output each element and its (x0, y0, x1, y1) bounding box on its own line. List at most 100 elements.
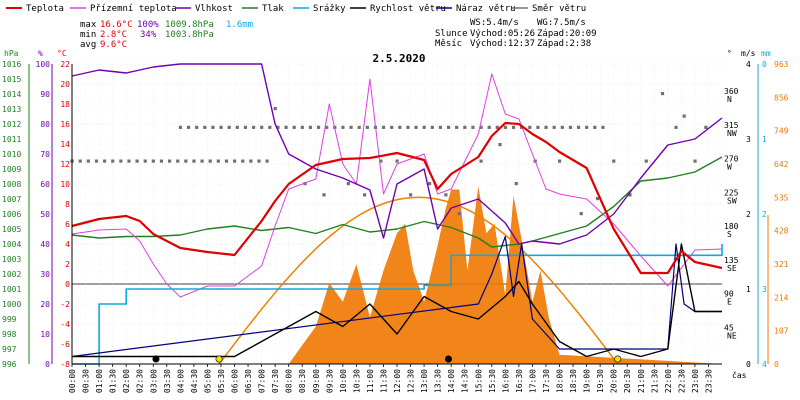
wind-direction-point (704, 125, 708, 129)
solar-tick-label: 642 (774, 160, 789, 169)
wind-direction-point (268, 125, 272, 129)
time-axis-label: čas (732, 370, 747, 380)
pressure-tick-label: 1011 (2, 135, 21, 144)
wind-direction-point (536, 125, 540, 129)
stats-min-temp: 2.8°C (100, 30, 127, 40)
x-tick-label: 14:30 (461, 369, 470, 393)
wind-direction-point (243, 125, 248, 129)
x-tick-label: 19:00 (583, 369, 592, 393)
solar-tick-label: 107 (774, 327, 789, 336)
solar-tick-label: 963 (774, 60, 789, 69)
x-tick-label: 11:30 (379, 369, 388, 393)
wind-direction-point (395, 159, 399, 163)
wind-direction-point (693, 159, 697, 163)
direction-tick-degrees: 270 (724, 155, 739, 164)
wind-direction-point (260, 125, 264, 129)
wind-direction-point (224, 159, 229, 163)
stats-avg-temp: 9.6°C (100, 40, 127, 50)
sun-label: Slunce (435, 29, 468, 39)
wind-direction-point (195, 125, 199, 129)
wind-direction-point (503, 125, 508, 129)
wind-direction-point (292, 125, 296, 129)
x-tick-label: 20:00 (610, 369, 619, 393)
wind-direction-point (103, 159, 107, 163)
wind-speed-tick-label: 3 (746, 135, 751, 144)
wind-direction-point (208, 159, 212, 163)
temperature-tick-label: 12 (60, 160, 70, 169)
temperature-tick-label: 14 (60, 140, 70, 149)
stats-min-press: 1003.8hPa (165, 30, 214, 40)
humidity-line (71, 63, 723, 245)
legend: Teplota Přízemní teplota Vlhkost Tlak Sr… (6, 4, 586, 14)
solar-tick-label: 0 (774, 360, 779, 369)
temperature-tick-label: 4 (65, 240, 70, 249)
series-lines (71, 63, 723, 365)
temperature-tick-label: 20 (60, 80, 70, 89)
pressure-tick-label: 1009 (2, 165, 21, 174)
wind-direction-point (498, 143, 502, 147)
legend-label-teplota: Teplota (26, 4, 64, 14)
legend-label-vlhkost: Vlhkost (195, 4, 233, 14)
stats-max-rain: 1.6mm (226, 20, 253, 30)
wind-direction-point (273, 107, 277, 111)
x-tick-label: 01:30 (109, 369, 118, 393)
x-tick-label: 10:00 (339, 369, 348, 393)
stats-min-hum: 34% (140, 30, 157, 40)
wind-direction-point (428, 182, 432, 186)
wind-direction-point (487, 125, 491, 129)
wind-direction-point (303, 182, 307, 186)
rain-tick-label: 2 (762, 210, 767, 219)
x-tick-label: 04:00 (176, 369, 185, 393)
direction-tick-name: W (727, 163, 732, 172)
wind-direction-point (192, 159, 196, 163)
wind-direction-point (159, 159, 164, 163)
deg-unit-label: ° (727, 49, 732, 58)
pressure-tick-label: 998 (2, 330, 17, 339)
legend-label-tlak: Tlak (262, 4, 284, 14)
wind-direction-point (414, 125, 418, 129)
x-tick-label: 09:00 (312, 369, 321, 393)
wind-direction-point (568, 125, 573, 129)
direction-tick-name: S (727, 230, 732, 239)
x-tick-label: 23:30 (704, 369, 713, 393)
wind-speed-info: WS:5.4m/s (470, 18, 519, 28)
temperature-line (71, 121, 723, 275)
stats-max-temp: 16.6°C (100, 20, 133, 30)
humidity-tick-label: 50 (40, 210, 50, 219)
wind-direction-point (628, 193, 632, 197)
wind-direction-point (176, 159, 180, 163)
pressure-tick-label: 1007 (2, 195, 21, 204)
ground-temperature-line (71, 73, 723, 298)
x-tick-label: 01:00 (95, 369, 104, 393)
direction-tick-degrees: 45 (724, 323, 734, 332)
x-tick-label: 22:30 (677, 369, 686, 393)
x-tick-label: 09:30 (325, 369, 334, 393)
wind-speed-tick-label: 2 (746, 210, 751, 219)
wind-speed-line (72, 243, 722, 358)
direction-tick-name: SE (727, 264, 737, 273)
temp-unit-label: °C (57, 49, 67, 58)
pressure-tick-label: 999 (2, 315, 17, 324)
sunset-time: Západ:20:09 (537, 29, 597, 39)
hum-unit-label: % (38, 49, 43, 58)
x-tick-label: 22:00 (664, 369, 673, 393)
pressure-tick-label: 997 (2, 345, 17, 354)
wind-direction-point (479, 125, 483, 129)
wind-direction-point (446, 125, 451, 129)
direction-tick-degrees: 180 (724, 222, 739, 231)
axes: 1016101510141013101210111010100910081007… (2, 60, 789, 393)
wind-speed-tick-label: 0 (746, 360, 751, 369)
x-tick-label: 23:00 (691, 369, 700, 393)
x-tick-label: 16:00 (501, 369, 510, 393)
rain-tick-label: 4 (762, 360, 767, 369)
pressure-tick-label: 1016 (2, 60, 21, 69)
wind-direction-point (168, 159, 172, 163)
pressure-tick-label: 1006 (2, 210, 21, 219)
x-tick-label: 00:30 (82, 369, 91, 393)
rain-line (72, 244, 723, 365)
moon-event-marker (152, 355, 160, 363)
x-tick-label: 14:00 (447, 369, 456, 393)
solar-tick-label: 856 (774, 93, 789, 102)
wind-direction-point (593, 125, 597, 129)
